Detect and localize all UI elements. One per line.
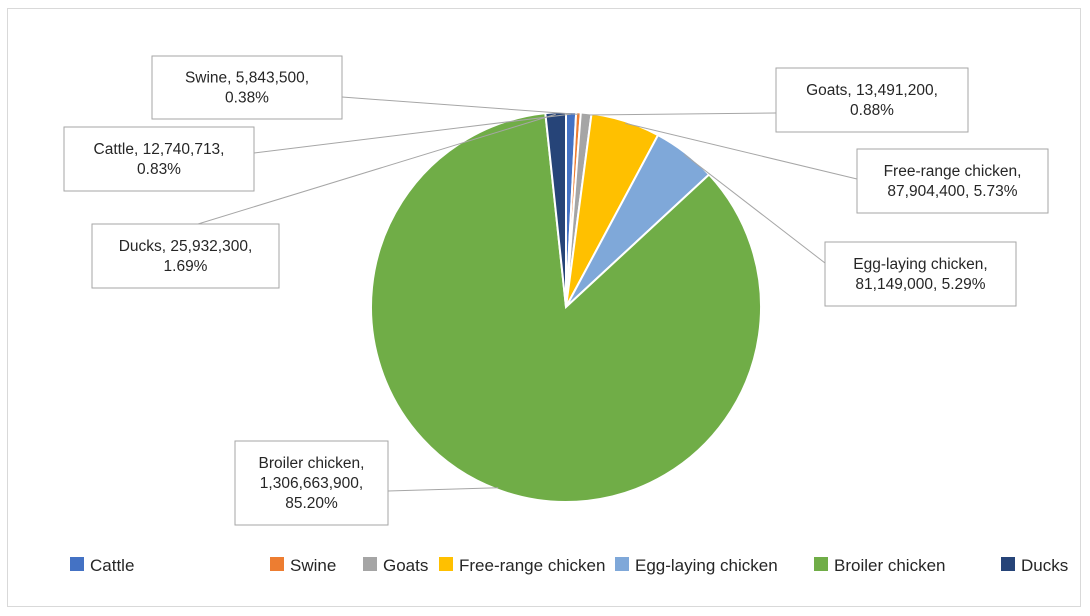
legend-item-egg-laying-chicken: Egg-laying chicken (615, 556, 778, 575)
data-label-text: 0.38% (225, 90, 269, 107)
data-label-box (63, 126, 255, 192)
legend-item-broiler-chicken: Broiler chicken (814, 556, 946, 575)
legend-label: Broiler chicken (834, 556, 946, 575)
legend-item-ducks: Ducks (1001, 556, 1068, 575)
legend-item-swine: Swine (270, 556, 336, 575)
data-label-goats: Goats, 13,491,200, 0.88% (775, 67, 969, 133)
leader-line-free-range-chicken (625, 122, 858, 180)
leader-line-swine (341, 96, 579, 115)
legend-item-cattle: Cattle (70, 556, 134, 575)
data-label-text: Free-range chicken, (884, 163, 1022, 180)
legend-label: Ducks (1021, 556, 1068, 575)
legend-label: Goats (383, 556, 428, 575)
data-label-cattle: Cattle, 12,740,713, 0.83% (63, 126, 255, 192)
data-label-text: 0.83% (137, 161, 181, 178)
data-label-box (824, 241, 1017, 307)
data-label-ducks: Ducks, 25,932,300, 1.69% (91, 223, 280, 289)
pie-slice-broiler-chicken (370, 111, 762, 503)
legend-label: Egg-laying chicken (635, 556, 778, 575)
pie-slices (370, 110, 762, 503)
data-label-text: 87,904,400, 5.73% (887, 183, 1017, 200)
legend-label: Free-range chicken (459, 556, 605, 575)
data-label-box (91, 223, 280, 289)
legend-swatch (439, 557, 453, 571)
data-label-text: Broiler chicken, (259, 455, 365, 472)
legend-swatch (615, 557, 629, 571)
data-label-text: Egg-laying chicken, (853, 256, 987, 273)
leader-lines (197, 96, 858, 492)
legend-swatch (1001, 557, 1015, 571)
leader-line-egg-laying-chicken (683, 153, 826, 264)
data-label-box (775, 67, 969, 133)
data-label-free-range-chicken: Free-range chicken, 87,904,400, 5.73% (856, 148, 1049, 214)
data-label-box (234, 440, 389, 526)
data-label-egg-laying-chicken: Egg-laying chicken, 81,149,000, 5.29% (824, 241, 1017, 307)
leader-line-cattle (253, 113, 572, 154)
data-labels: Cattle, 12,740,713, 0.83% Swine, 5,843,500… (63, 55, 1049, 526)
data-label-text: 1.69% (164, 258, 208, 275)
data-label-text: Swine, 5,843,500, (185, 70, 309, 87)
leader-line-ducks (197, 113, 556, 225)
pie-chart: Cattle, 12,740,713, 0.83% Swine, 5,843,500… (63, 55, 1068, 575)
data-label-text: 85.20% (285, 495, 338, 512)
legend-swatch (814, 557, 828, 571)
data-label-text: Cattle, 12,740,713, (94, 141, 225, 158)
data-label-text: 1,306,663,900, (260, 475, 363, 492)
data-label-text: Ducks, 25,932,300, (119, 238, 253, 255)
legend-swatch (363, 557, 377, 571)
legend-label: Swine (290, 556, 336, 575)
data-label-broiler-chicken: Broiler chicken, 1,306,663,900, 85.20% (234, 440, 389, 526)
data-label-text: Goats, 13,491,200, (806, 82, 938, 99)
legend-swatch (270, 557, 284, 571)
legend-item-free-range-chicken: Free-range chicken (439, 556, 605, 575)
data-label-box (856, 148, 1049, 214)
legend: Cattle Swine Goats Free-range chicken Egg-la… (70, 556, 1068, 575)
legend-swatch (70, 557, 84, 571)
chart-area: Cattle, 12,740,713, 0.83% Swine, 5,843,500… (7, 8, 1081, 607)
legend-item-goats: Goats (363, 556, 428, 575)
data-label-box (151, 55, 343, 120)
leader-line-goats (585, 112, 777, 116)
data-label-text: 0.88% (850, 102, 894, 119)
data-label-swine: Swine, 5,843,500, 0.38% (151, 55, 343, 120)
legend-label: Cattle (90, 556, 134, 575)
data-label-text: 81,149,000, 5.29% (855, 276, 985, 293)
leader-line-broiler-chicken (387, 487, 499, 492)
